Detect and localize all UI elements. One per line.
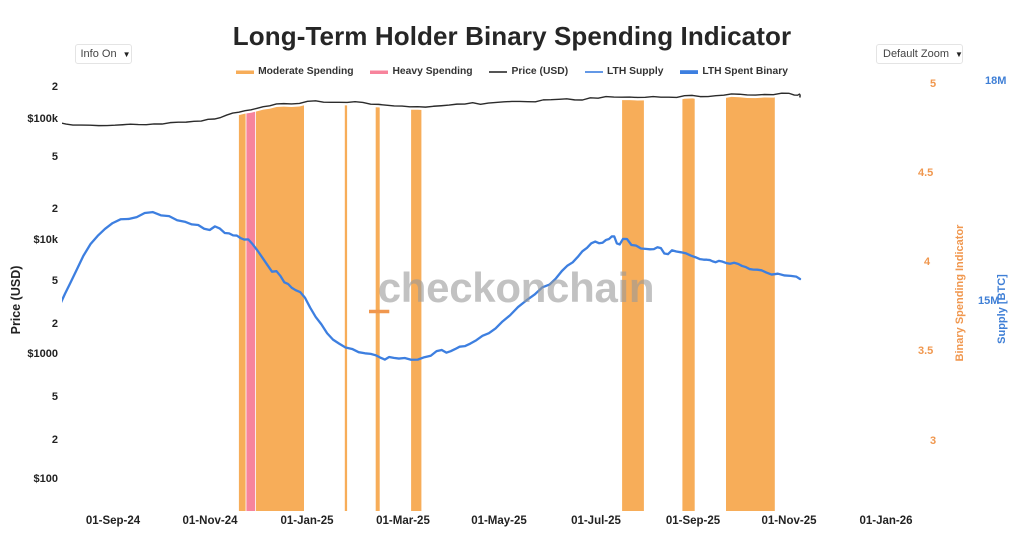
svg-text:01-Jul-25: 01-Jul-25 (571, 515, 621, 527)
svg-text:5: 5 (52, 275, 58, 287)
svg-text:01-Nov-25: 01-Nov-25 (762, 515, 818, 527)
svg-text:01-Jan-26: 01-Jan-26 (859, 515, 912, 527)
svg-text:01-Jan-25: 01-Jan-25 (280, 515, 334, 527)
svg-text:01-Sep-25: 01-Sep-25 (666, 515, 721, 527)
svg-text:5: 5 (52, 391, 58, 403)
svg-text:$10k: $10k (34, 234, 59, 246)
svg-text:checkonchain: checkonchain (378, 264, 655, 311)
svg-text:$100: $100 (34, 473, 58, 485)
svg-text:Price (USD): Price (USD) (9, 266, 23, 335)
svg-text:01-Nov-24: 01-Nov-24 (183, 515, 239, 527)
svg-text:5: 5 (930, 78, 936, 90)
svg-text:18M: 18M (985, 75, 1006, 87)
svg-text:4: 4 (924, 256, 931, 268)
svg-text:4.5: 4.5 (918, 167, 933, 179)
svg-text:3.5: 3.5 (918, 345, 933, 357)
svg-text:2: 2 (52, 318, 58, 330)
svg-text:01-May-25: 01-May-25 (471, 515, 527, 527)
svg-text:5: 5 (52, 151, 58, 163)
svg-text:Supply [BTC]: Supply [BTC] (996, 274, 1008, 344)
svg-text:01-Sep-24: 01-Sep-24 (86, 515, 141, 527)
svg-text:Binary Spending Indicator: Binary Spending Indicator (954, 224, 966, 362)
svg-text:$100k: $100k (27, 113, 58, 125)
svg-text:2: 2 (52, 203, 58, 215)
svg-text:2: 2 (52, 434, 58, 446)
svg-text:01-Mar-25: 01-Mar-25 (376, 515, 430, 527)
svg-text:3: 3 (930, 435, 936, 447)
svg-text:2: 2 (52, 81, 58, 93)
svg-text:$1000: $1000 (27, 348, 58, 360)
